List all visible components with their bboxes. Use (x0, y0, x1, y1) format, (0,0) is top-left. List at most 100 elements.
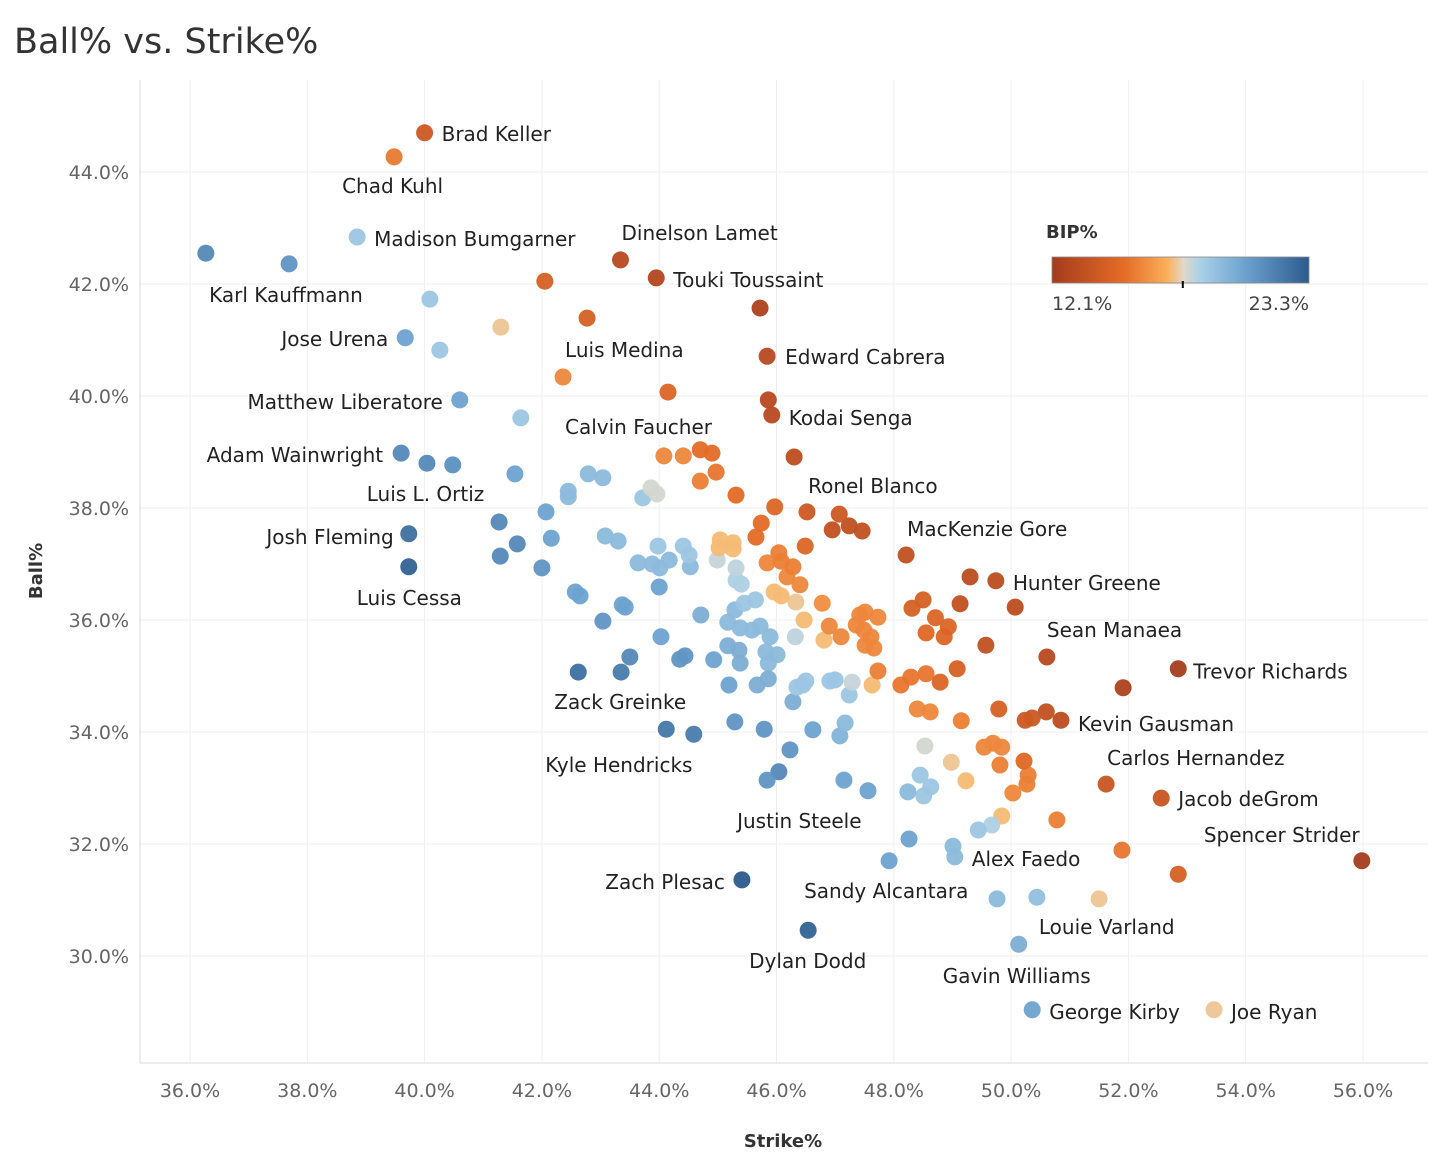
data-point-edward-cabrera[interactable]: Edward Cabrera — Strike% 45.84, Ball% 40… (758, 347, 776, 365)
data-point-calvin-faucher[interactable]: Calvin Faucher — Strike% 44.15, Ball% 40… (659, 383, 677, 401)
data-point-madison-bumgarner[interactable]: Madison Bumgarner — Strike% 38.85, Ball%… (348, 228, 366, 246)
data-point[interactable]: Strike% 48.79, Ball% 34.89, BIP% 14.8 (931, 673, 949, 691)
data-point[interactable]: Strike% 49.15, Ball% 34.2, BIP% 15.8 (952, 712, 970, 730)
data-point[interactable]: Strike% 42.07, Ball% 37.93, BIP% 20.5 (537, 503, 555, 521)
data-point[interactable]: Strike% 41.27, Ball% 37.75, BIP% 21.5 (490, 513, 508, 531)
data-point[interactable]: Strike% 45.84, Ball% 37.02, BIP% 16 (758, 554, 776, 572)
data-point[interactable]: Strike% 46.49, Ball% 37.32, BIP% 14.8 (796, 537, 814, 555)
data-point[interactable]: Strike% 47.29, Ball% 34.89, BIP% 18.2 (843, 673, 861, 691)
data-point[interactable]: Strike% 50.24, Ball% 34.21, BIP% 14 (1016, 711, 1034, 729)
data-point[interactable]: Strike% 48.55, Ball% 35.77, BIP% 15 (917, 624, 935, 642)
data-point[interactable]: Strike% 48.98, Ball% 33.46, BIP% 17.5 (942, 753, 960, 771)
data-point[interactable]: Strike% 49.57, Ball% 35.55, BIP% 13.5 (977, 636, 995, 654)
data-point[interactable]: Strike% 47.15, Ball% 33.14, BIP% 20.5 (835, 771, 853, 789)
data-point[interactable]: Strike% 47.73, Ball% 35.09, BIP% 15.8 (869, 662, 887, 680)
data-point[interactable]: Strike% 46.95, Ball% 37.61, BIP% 13.5 (823, 521, 841, 539)
data-point-alex-faedo[interactable]: Alex Faedo — Strike% 49.04, Ball% 31.77,… (946, 848, 964, 866)
data-point[interactable]: Strike% 41.54, Ball% 38.61, BIP% 20.5 (506, 465, 524, 483)
data-point-spencer-strider[interactable]: Spencer Strider — Strike% 55.98, Ball% 3… (1353, 852, 1371, 870)
data-point-mackenzie-gore[interactable]: MacKenzie Gore — Strike% 48.21, Ball% 37… (897, 546, 915, 564)
data-point[interactable]: Strike% 49.08, Ball% 35.13, BIP% 14.5 (948, 660, 966, 678)
data-point[interactable]: Strike% 46.23, Ball% 33.68, BIP% 21 (781, 741, 799, 759)
data-point[interactable]: Strike% 43.04, Ball% 35.98, BIP% 21 (594, 612, 612, 630)
data-point-karl-kauffmann[interactable]: Karl Kauffmann — Strike% 37.69, Ball% 42… (280, 255, 298, 273)
data-point[interactable]: Strike% 41.64, Ball% 39.61, BIP% 19 (512, 409, 530, 427)
data-point[interactable]: Strike% 44.7, Ball% 38.48, BIP% 15.8 (691, 472, 709, 490)
data-point[interactable]: Strike% 48.71, Ball% 36.04, BIP% 14.8 (926, 609, 944, 627)
data-point[interactable]: Strike% 45.26, Ball% 37.38, BIP% 17.3 (724, 534, 742, 552)
data-point[interactable]: Strike% 45.31, Ball% 36.93, BIP% 18.3 (727, 559, 745, 577)
data-point[interactable]: Strike% 45.67, Ball% 34.84, BIP% 20 (748, 676, 766, 694)
data-point[interactable]: Strike% 46.47, Ball% 36, BIP% 17.3 (795, 611, 813, 629)
data-point[interactable]: Strike% 44.41, Ball% 37.32, BIP% 19 (674, 537, 692, 555)
data-point[interactable]: Strike% 48.4, Ball% 34.41, BIP% 16 (908, 700, 926, 718)
data-point[interactable]: Strike% 46.33, Ball% 36.32, BIP% 17.5 (787, 593, 805, 611)
data-point[interactable]: Strike% 46.45, Ball% 34.84, BIP% 19 (794, 676, 812, 694)
data-point[interactable]: Strike% 45.17, Ball% 35.54, BIP% 20 (719, 637, 737, 655)
data-point-hunter-greene[interactable]: Hunter Greene — Strike% 49.74, Ball% 36.… (987, 572, 1005, 590)
data-point-matthew-liberatore[interactable]: Matthew Liberatore — Strike% 40.6, Ball%… (451, 391, 469, 409)
data-point[interactable]: Strike% 47.42, Ball% 36.09, BIP% 16 (851, 606, 869, 624)
data-point-george-kirby[interactable]: George Kirby — Strike% 50.36, Ball% 29.0… (1023, 1001, 1041, 1019)
data-point[interactable]: Strike% 44.08, Ball% 38.93, BIP% 16 (655, 447, 673, 465)
data-point[interactable]: Strike% 49.44, Ball% 32.25, BIP% 19 (969, 821, 987, 839)
data-point[interactable]: Strike% 48.31, Ball% 36.21, BIP% 14.5 (903, 599, 921, 617)
data-point[interactable]: Strike% 45.31, Ball% 38.23, BIP% 15.2 (727, 486, 745, 504)
data-point[interactable]: Strike% 47.63, Ball% 34.84, BIP% 17.3 (863, 676, 881, 694)
data-point[interactable]: Strike% 50.6, Ball% 34.36, BIP% 13.5 (1037, 703, 1055, 721)
data-point[interactable]: Strike% 50.03, Ball% 32.91, BIP% 16 (1004, 784, 1022, 802)
data-point-jacob-degrom[interactable]: Jacob deGrom — Strike% 52.56, Ball% 32.8… (1152, 789, 1170, 807)
data-point-kyle-hendricks[interactable]: Kyle Hendricks — Strike% 44.12, Ball% 34… (657, 720, 675, 738)
data-point[interactable]: Strike% 51.89, Ball% 31.89, BIP% 15.5 (1113, 841, 1131, 859)
data-point-kevin-gausman[interactable]: Kevin Gausman — Strike% 50.85, Ball% 34.… (1052, 711, 1070, 729)
data-point[interactable]: Strike% 42.16, Ball% 37.46, BIP% 20.5 (542, 529, 560, 547)
data-point-brad-keller[interactable]: Brad Keller — Strike% 40, Ball% 44.7, BI… (416, 124, 434, 142)
data-point[interactable]: Strike% 43.88, Ball% 37, BIP% 19.5 (643, 555, 661, 573)
data-point[interactable]: Strike% 41.58, Ball% 37.36, BIP% 21.5 (508, 535, 526, 553)
data-point[interactable]: Strike% 49.76, Ball% 31.02, BIP% 19.5 (988, 890, 1006, 908)
data-point[interactable]: Strike% 43.64, Ball% 37.02, BIP% 19.5 (629, 554, 647, 572)
data-point[interactable]: Strike% 47.24, Ball% 34.66, BIP% 19 (840, 686, 858, 704)
data-point[interactable]: Strike% 46.9, Ball% 35.89, BIP% 16 (820, 617, 838, 635)
data-point[interactable]: Strike% 43.86, Ball% 38.36, BIP% 18 (642, 479, 660, 497)
data-point[interactable]: Strike% 43.35, Ball% 35.07, BIP% 22 (612, 663, 630, 681)
data-point[interactable]: Strike% 44.71, Ball% 36.09, BIP% 20 (692, 606, 710, 624)
data-point[interactable]: Strike% 41.29, Ball% 37.14, BIP% 21.5 (491, 547, 509, 565)
data-point[interactable]: Strike% 46.52, Ball% 37.93, BIP% 14 (798, 503, 816, 521)
data-point-zack-greinke[interactable]: Zack Greinke — Strike% 42.62, Ball% 35.0… (569, 663, 587, 681)
data-point-chad-kuhl[interactable]: Chad Kuhl — Strike% 39.48, Ball% 44.27, … (385, 148, 403, 166)
data-point[interactable]: Strike% 46.28, Ball% 34.54, BIP% 20 (784, 693, 802, 711)
data-point-dylan-dodd[interactable]: Dylan Dodd — Strike% 46.54, Ball% 30.46,… (799, 921, 817, 939)
data-point[interactable]: Strike% 43.3, Ball% 37.41, BIP% 19.5 (609, 532, 627, 550)
data-point[interactable]: Strike% 44.44, Ball% 35.36, BIP% 21 (676, 647, 694, 665)
data-point[interactable]: Strike% 48.53, Ball% 33.75, BIP% 18 (916, 737, 934, 755)
data-point[interactable]: Strike% 48.29, Ball% 34.98, BIP% 15.5 (902, 668, 920, 686)
data-point-joe-ryan[interactable]: Joe Ryan — Strike% 53.46, Ball% 29.04, B… (1205, 1001, 1223, 1019)
data-point[interactable]: Strike% 42.05, Ball% 42.05, BIP% 14.5 (536, 272, 554, 290)
data-point[interactable]: Strike% 46.91, Ball% 34.91, BIP% 19 (821, 672, 839, 690)
data-point[interactable]: Strike% 45.82, Ball% 35.43, BIP% 19.5 (757, 643, 775, 661)
data-point-kodai-senga[interactable]: Kodai Senga — Strike% 45.92, Ball% 39.66… (763, 406, 781, 424)
data-point-sandy-alcantara[interactable]: Sandy Alcantara — Strike% 47.92, Ball% 3… (880, 852, 898, 870)
data-point[interactable]: Strike% 49.81, Ball% 33.41, BIP% 15.8 (991, 756, 1009, 774)
data-point[interactable]: Strike% 47.1, Ball% 35.7, BIP% 16 (832, 628, 850, 646)
data-point-justin-steele[interactable]: Justin Steele — Strike% 45.84, Ball% 33.… (758, 771, 776, 789)
data-point-trevor-richards[interactable]: Trevor Richards — Strike% 52.85, Ball% 3… (1169, 660, 1187, 678)
data-point[interactable]: Strike% 45.38, Ball% 35.23, BIP% 20 (731, 654, 749, 672)
data-point[interactable]: Strike% 45.72, Ball% 41.57, BIP% 12.5 (751, 299, 769, 317)
data-point[interactable]: Strike% 45.17, Ball% 35.96, BIP% 19.5 (719, 613, 737, 631)
data-point[interactable]: Strike% 45.19, Ball% 34.84, BIP% 20.5 (720, 676, 738, 694)
data-point[interactable]: Strike% 40.09, Ball% 41.73, BIP% 19 (421, 290, 439, 308)
data-point[interactable]: Strike% 48.26, Ball% 32.09, BIP% 20.5 (900, 830, 918, 848)
data-point[interactable]: Strike% 44.59, Ball% 33.96, BIP% 22 (685, 725, 703, 743)
data-point[interactable]: Strike% 48.93, Ball% 35.88, BIP% 14.8 (939, 618, 957, 636)
data-point[interactable]: Strike% 47.24, Ball% 37.68, BIP% 13.5 (840, 517, 858, 535)
data-point[interactable]: Strike% 48.45, Ball% 33.23, BIP% 19 (911, 766, 929, 784)
data-point[interactable]: Strike% 42.36, Ball% 40.34, BIP% 16 (554, 368, 572, 386)
data-point[interactable]: Strike% 49.3, Ball% 36.77, BIP% 13.2 (961, 568, 979, 586)
data-point-touki-toussaint[interactable]: Touki Toussaint — Strike% 43.95, Ball% 4… (647, 269, 665, 287)
data-point[interactable]: Strike% 50.22, Ball% 33.48, BIP% 15 (1015, 752, 1033, 770)
data-point[interactable]: Strike% 43.04, Ball% 38.54, BIP% 19.5 (594, 469, 612, 487)
data-point[interactable]: Strike% 49.23, Ball% 33.13, BIP% 17.3 (957, 772, 975, 790)
data-point[interactable]: Strike% 45.86, Ball% 39.93, BIP% 13 (759, 391, 777, 409)
